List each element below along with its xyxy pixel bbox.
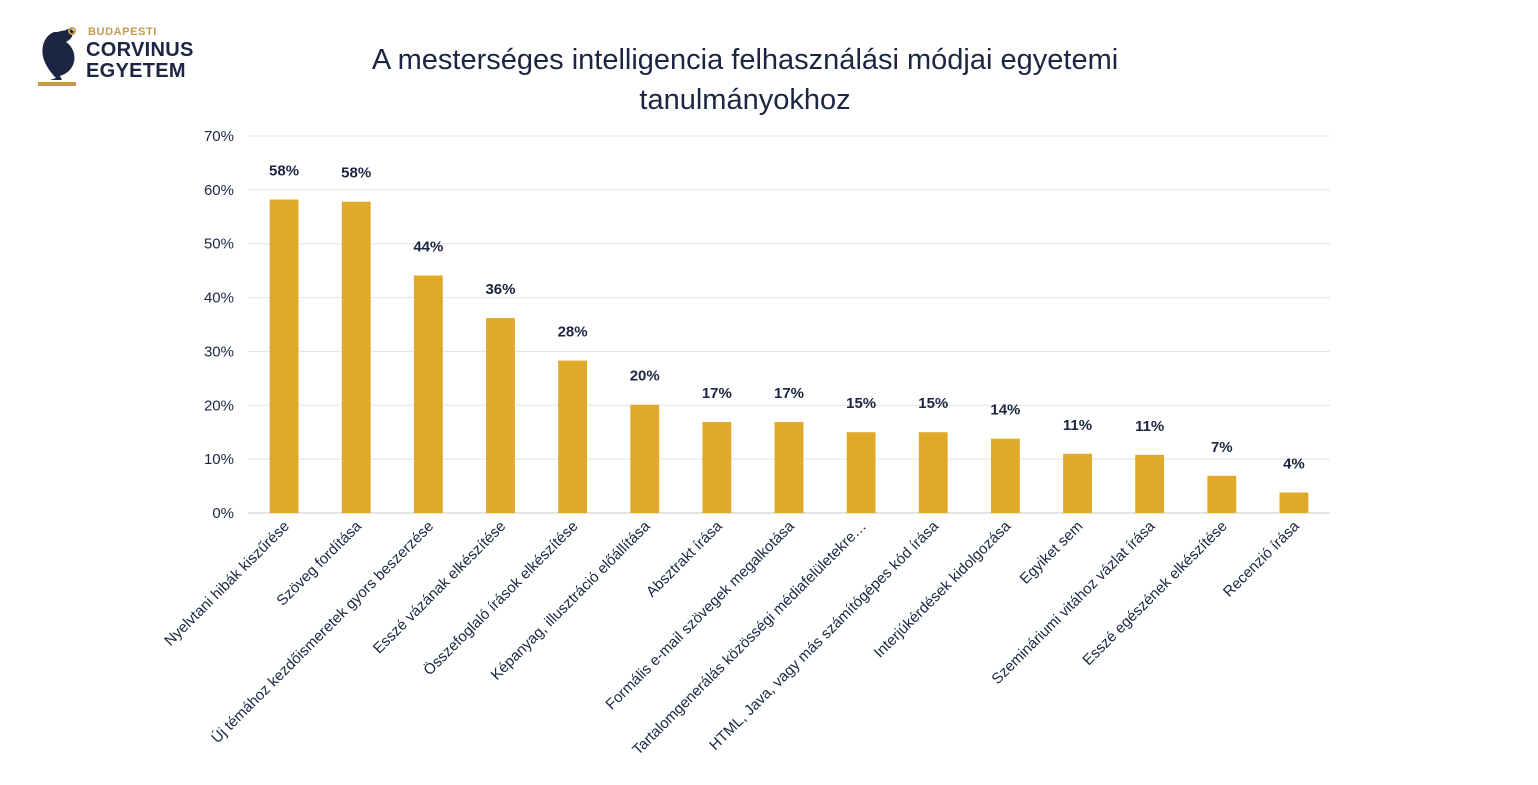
bar (702, 421, 732, 513)
y-axis-ticks: 0% 10% 20% 30% 40% 50% 60% 70% (204, 128, 234, 522)
category-label: Esszé vázának elkészítése (370, 518, 509, 657)
bars (269, 199, 1309, 513)
category-label: Képanyag, illusztráció előállítása (488, 517, 654, 683)
category-label: Egyiket sem (1017, 518, 1087, 588)
data-label: 7% (1211, 439, 1233, 456)
bar (269, 199, 299, 513)
chart-title: A mesterséges intelligencia felhasználás… (371, 44, 1119, 116)
y-tick-label: 60% (204, 182, 234, 199)
category-label: Recenzió írása (1220, 517, 1303, 600)
data-label: 20% (630, 368, 660, 385)
y-tick-label: 70% (204, 128, 234, 145)
data-label: 17% (774, 385, 804, 402)
bar (1207, 475, 1237, 513)
data-label: 36% (485, 281, 515, 298)
category-label: Esszé egészének elkészítése (1079, 518, 1230, 669)
data-labels: 58% 58% 44% 36% 28% 20% 17% 17% 15% 15% 14% 11% 11% 7… (269, 163, 1305, 473)
bar (630, 404, 660, 513)
data-label: 44% (413, 238, 443, 255)
category-label: Interjúkérdések kidolgozása (871, 517, 1015, 661)
bar (1063, 453, 1092, 513)
y-tick-label: 20% (204, 397, 234, 414)
bar (918, 432, 948, 513)
bar (846, 432, 876, 513)
data-label: 17% (702, 385, 732, 402)
y-tick-label: 10% (204, 451, 234, 468)
y-tick-label: 50% (204, 236, 234, 253)
bar (990, 438, 1020, 513)
data-label: 28% (558, 324, 588, 341)
bar (341, 201, 371, 513)
category-label: Összefoglaló írások elkészítése (420, 517, 582, 679)
category-label: Absztrakt írása (643, 517, 726, 600)
logo-text-budapesti: BUDAPESTI (88, 26, 157, 38)
data-label: 4% (1283, 456, 1305, 473)
logo-text-egyetem: EGYETEM (86, 60, 186, 82)
data-label: 15% (918, 395, 948, 412)
data-label: 58% (269, 163, 299, 180)
data-label: 15% (846, 395, 876, 412)
logo-text-corvinus: CORVINUS (86, 39, 194, 61)
y-tick-label: 40% (204, 290, 234, 307)
y-tick-label: 30% (204, 343, 234, 360)
y-tick-label: 0% (212, 505, 234, 522)
data-label: 11% (1135, 418, 1164, 435)
raven-icon (38, 27, 76, 86)
bar (774, 421, 804, 513)
bar (1135, 454, 1165, 513)
bar (486, 318, 515, 513)
category-label: Nyelvtani hibák kiszűrése (161, 518, 293, 650)
data-label: 14% (990, 402, 1020, 419)
data-label: 58% (341, 165, 371, 182)
corvinus-logo: BUDAPESTI CORVINUS EGYETEM (36, 26, 206, 88)
bar (558, 360, 588, 513)
bar (1279, 492, 1309, 513)
bar (413, 275, 443, 513)
data-label: 11% (1063, 417, 1092, 434)
